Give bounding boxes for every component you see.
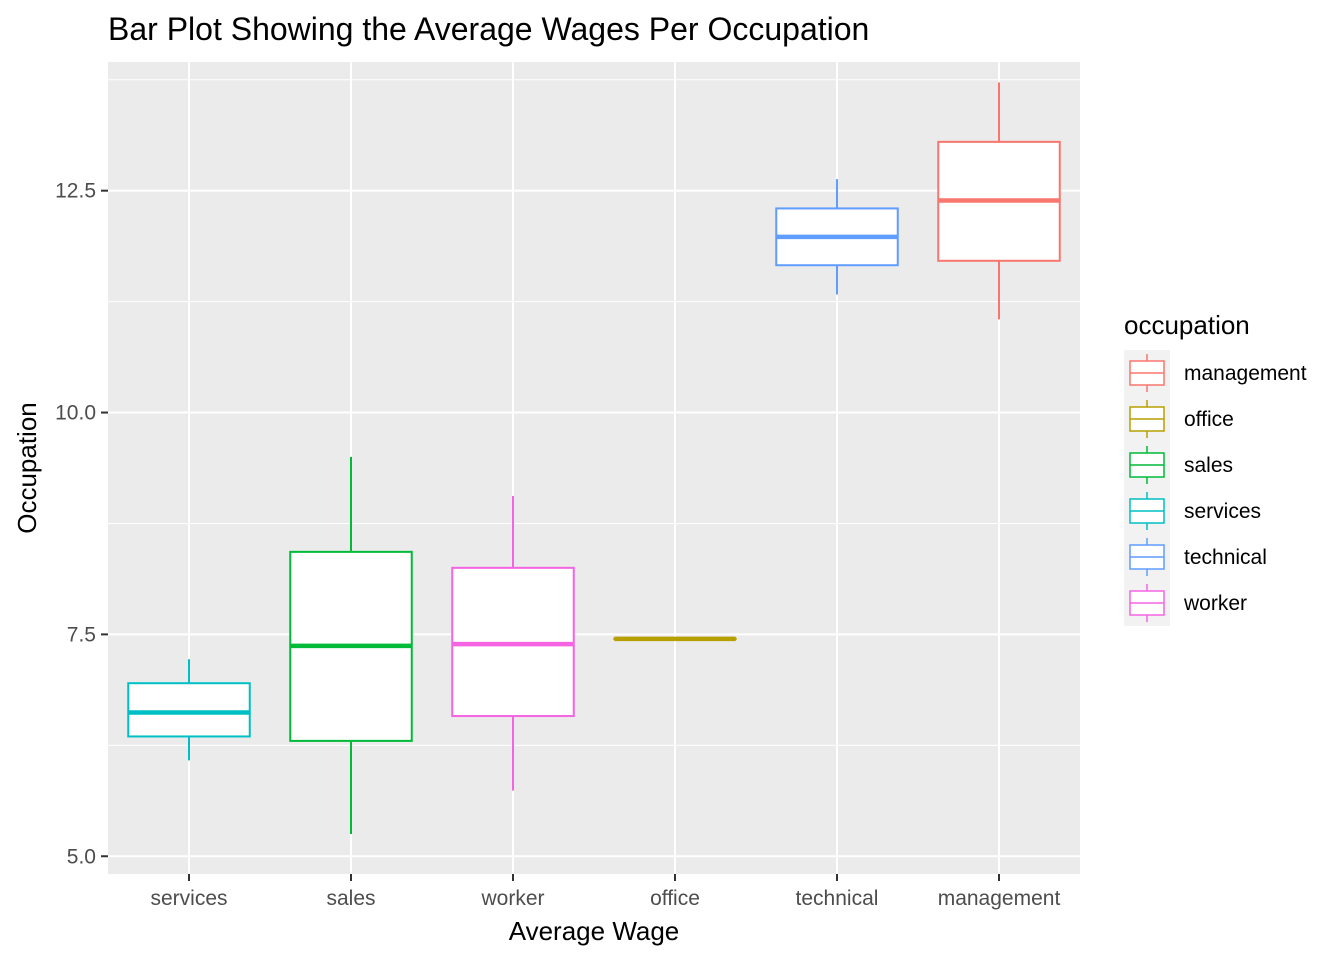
plot-panel [108, 62, 1080, 874]
x-axis: services sales worker office technical manage… [150, 874, 1060, 910]
box-sales [289, 456, 413, 835]
legend-item-sales: sales [1124, 442, 1233, 488]
x-tick-label: management [938, 887, 1061, 910]
legend-label: office [1184, 408, 1234, 431]
minor-gridlines [108, 79, 1080, 746]
legend-label: sales [1184, 454, 1233, 477]
legend-item-worker: worker [1124, 580, 1247, 626]
x-tick-label: technical [796, 887, 879, 910]
y-tick-label: 7.5 [67, 623, 96, 646]
y-tick-label: 5.0 [67, 845, 96, 868]
boxes-layer [127, 82, 1061, 835]
legend-label: services [1184, 500, 1261, 523]
y-axis: 5.0 7.5 10.0 12.5 [55, 180, 108, 868]
legend: occupation management office sales services… [1124, 310, 1307, 626]
legend-label: technical [1184, 546, 1267, 569]
legend-item-management: management [1124, 350, 1307, 396]
y-tick-label: 12.5 [55, 180, 96, 203]
legend-item-services: services [1124, 488, 1261, 534]
box-technical [775, 179, 899, 295]
box-management [937, 82, 1061, 320]
box-services [127, 659, 251, 761]
chart-title: Bar Plot Showing the Average Wages Per O… [108, 11, 869, 47]
legend-item-office: office [1124, 396, 1234, 442]
x-tick-label: sales [326, 887, 375, 910]
x-axis-title: Average Wage [509, 916, 680, 946]
x-tick-label: worker [480, 887, 544, 910]
major-gridlines [108, 62, 1080, 874]
legend-item-technical: technical [1124, 534, 1267, 580]
legend-label: management [1184, 362, 1307, 385]
x-tick-label: office [650, 887, 700, 910]
legend-title: occupation [1124, 310, 1250, 340]
y-axis-title: Occupation [12, 402, 42, 534]
y-tick-label: 10.0 [55, 402, 96, 425]
x-tick-label: services [150, 887, 227, 910]
box-iqr [127, 682, 251, 738]
box-worker [451, 495, 575, 791]
legend-label: worker [1183, 592, 1247, 615]
